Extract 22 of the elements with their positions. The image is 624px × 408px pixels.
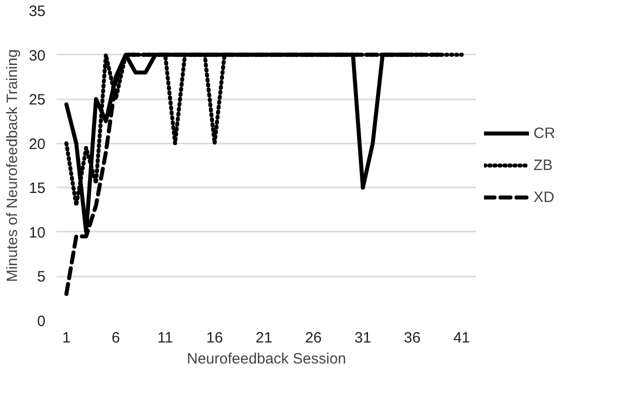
- x-tick-label: 11: [157, 330, 173, 346]
- x-tick-label: 36: [404, 330, 421, 346]
- y-tick-label: 20: [28, 136, 46, 153]
- x-tick-label: 21: [256, 330, 272, 346]
- y-tick-label: 35: [28, 3, 46, 20]
- y-tick-label: 5: [37, 268, 46, 286]
- y-tick-label: 25: [28, 92, 46, 109]
- legend-label: XD: [534, 188, 556, 206]
- y-tick-label: 0: [37, 313, 46, 330]
- x-tick-label: 1: [62, 330, 71, 346]
- y-tick-label: 30: [28, 47, 46, 64]
- x-tick-label: 6: [112, 330, 120, 346]
- x-tick-label: 26: [305, 330, 322, 346]
- y-axis-title: Minutes of Neurofeedback Training: [4, 49, 21, 282]
- legend-label: ZB: [534, 156, 554, 174]
- x-axis-title: Neurofeedback Session: [186, 350, 346, 368]
- y-tick-label: 15: [28, 180, 46, 198]
- y-tick-label: 10: [28, 224, 46, 242]
- x-tick-label: 31: [354, 330, 372, 346]
- x-tick-label: 41: [453, 330, 470, 346]
- x-tick-label: 16: [206, 330, 223, 346]
- legend-label: CR: [534, 124, 556, 142]
